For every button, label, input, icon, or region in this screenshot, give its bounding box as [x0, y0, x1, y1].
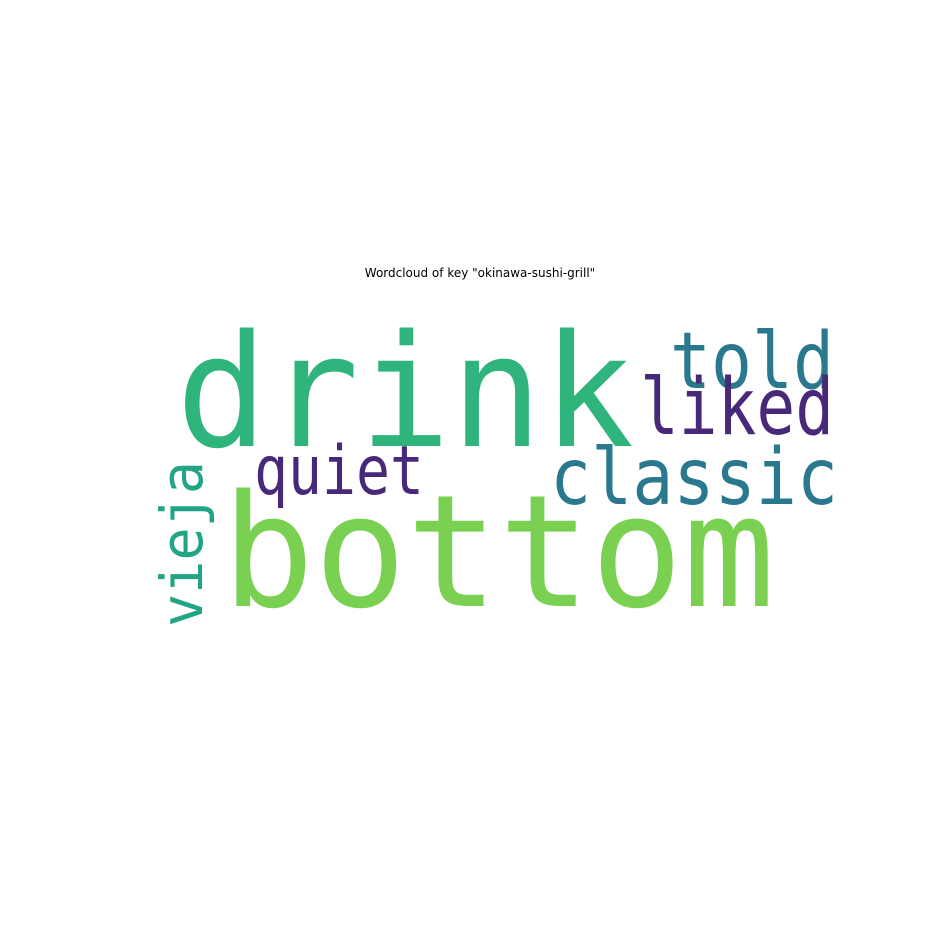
word-liked: liked	[640, 363, 834, 453]
word-drink: drink	[176, 301, 634, 483]
wordcloud-title: Wordcloud of key "okinawa-sushi-grill"	[364, 266, 596, 280]
word-told: told	[670, 317, 834, 407]
word-vieja: vieja	[148, 461, 216, 627]
word-bottom: bottom	[222, 461, 775, 643]
word-classic: classic	[550, 433, 838, 523]
word-quiet: quiet	[254, 432, 424, 511]
